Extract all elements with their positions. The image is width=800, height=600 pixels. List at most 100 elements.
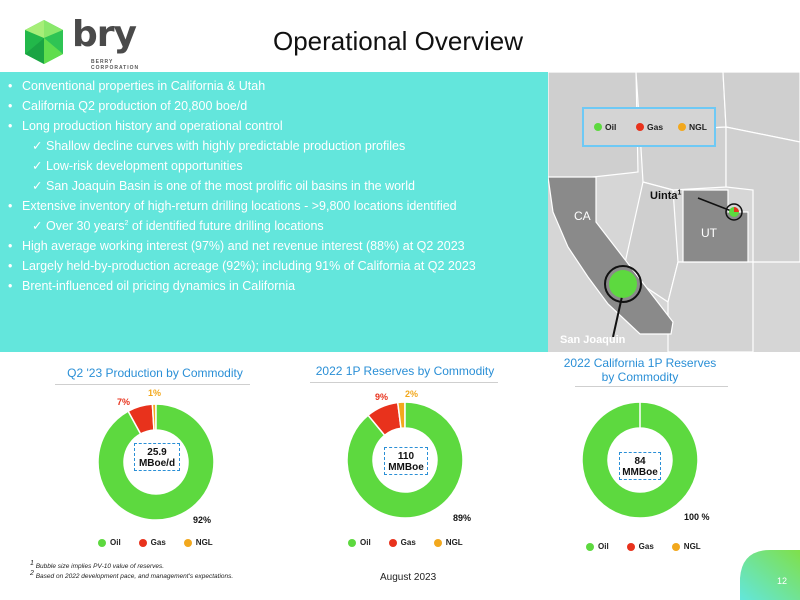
- chart2-center-line1: 110: [397, 451, 415, 462]
- footnote-2: 2 Based on 2022 development pace, and ma…: [30, 569, 234, 582]
- chart2-ngl-pct: 2%: [405, 389, 419, 399]
- ut-label: UT: [701, 226, 717, 240]
- chart2-center-line2: MMBoe: [388, 462, 424, 473]
- chart3-center-value: 84 MMBoe: [619, 452, 661, 480]
- bullet-text: Low-risk development opportunities: [46, 159, 243, 173]
- chart2-slice-oil: [346, 401, 464, 519]
- bullet-item: Largely held-by-production acreage (92%)…: [0, 256, 545, 276]
- legend-ngl: NGL: [678, 122, 707, 132]
- page-number: 12: [777, 576, 788, 586]
- oil-dot-icon: [98, 538, 106, 547]
- gas-dot-icon: [388, 538, 397, 547]
- chart2-gas-pct: 9%: [375, 392, 389, 402]
- uinta-sup: 1: [677, 189, 682, 197]
- chart3-title-line2: by Commodity: [601, 370, 679, 384]
- ngl-dot-icon: [671, 542, 680, 551]
- uinta-text: Uinta: [650, 190, 678, 202]
- bullet-item: Conventional properties in California & …: [0, 76, 545, 96]
- san-joaquin-label: San Joaquin: [560, 334, 626, 346]
- bullet-text: California Q2 production of 20,800 boe/d: [22, 99, 248, 113]
- chart2-legend-gas: Gas: [400, 538, 416, 547]
- map-legend: Oil Gas NGL: [582, 107, 716, 147]
- gem-logo-icon: [25, 20, 63, 64]
- legend-gas-label: Gas: [647, 122, 664, 132]
- ngl-dot-icon: [433, 538, 442, 547]
- ca-label: CA: [574, 209, 591, 223]
- berry-logo: bry BERRY CORPORATION: [20, 14, 160, 74]
- footnote-2-sup: 2: [30, 569, 34, 577]
- bullet-item: Brent-influenced oil pricing dynamics in…: [0, 276, 545, 296]
- chart1-legend-oil: Oil: [110, 538, 121, 547]
- footnote-1-sup: 1: [30, 559, 34, 567]
- chart3-legend-ngl: NGL: [683, 542, 701, 551]
- bullet-item: Long production history and operational …: [0, 116, 545, 136]
- chart3-legend: Oil Gas NGL: [586, 542, 719, 551]
- uinta-label: Uinta1: [650, 189, 682, 202]
- chart3-legend-gas: Gas: [638, 542, 654, 551]
- chart3-slice-oil: [581, 401, 699, 519]
- chart1-center-line2: MBoe/d: [138, 458, 176, 469]
- logo-sub-corporation: CORPORATION: [91, 65, 140, 71]
- chart3-center-line2: MMBoe: [622, 467, 658, 478]
- legend-oil: Oil: [594, 122, 616, 132]
- gas-dot-icon: [636, 123, 644, 131]
- chart2-center-value: 110 MMBoe: [384, 447, 428, 475]
- chart3-title-line1: 2022 California 1P Reserves: [563, 356, 717, 370]
- footnote-1-text: Bubble size implies PV-10 value of reser…: [33, 563, 165, 570]
- bullet-text: Brent-influenced oil pricing dynamics in…: [22, 279, 296, 293]
- chart1-legend: Oil Gas NGL: [98, 538, 231, 547]
- sub-bullet-item: Low-risk development opportunities: [0, 156, 545, 176]
- bullet-text: Conventional properties in California & …: [22, 79, 266, 93]
- chart2-donut: [346, 401, 464, 519]
- gas-dot-icon: [626, 542, 635, 551]
- bullet-item: California Q2 production of 20,800 boe/d: [0, 96, 545, 116]
- oil-dot-icon: [348, 538, 356, 547]
- chart3-donut: [581, 401, 699, 519]
- chart2-rule: [310, 382, 498, 383]
- bullet-text: Largely held-by-production acreage (92%)…: [22, 259, 476, 273]
- page-title: Operational Overview: [273, 26, 523, 56]
- chart1-center-line1: 25.9: [147, 447, 167, 458]
- bullet-text-after: of identified future drilling locations: [128, 219, 324, 233]
- bullet-text: San Joaquin Basin is one of the most pro…: [46, 179, 415, 193]
- ngl-dot-icon: [183, 538, 192, 547]
- chart1-slice-oil: [97, 403, 215, 521]
- legend-oil-label: Oil: [605, 122, 617, 132]
- chart1-ngl-pct: 1%: [148, 388, 162, 398]
- bullet-text: Over 30 years: [46, 219, 125, 233]
- bullet-item: Extensive inventory of high-return drill…: [0, 196, 545, 216]
- chart2-oil-pct: 89%: [453, 513, 472, 523]
- legend-ngl-label: NGL: [689, 122, 707, 132]
- ngl-dot-icon: [678, 123, 686, 131]
- chart1-title: Q2 '23 Production by Commodity: [67, 366, 243, 380]
- chart1-rule: [55, 384, 250, 385]
- chart3-title: 2022 California 1P Reserves by Commodity: [540, 356, 740, 384]
- bullet-sup: 2: [124, 219, 129, 227]
- chart1-center-value: 25.9 MBoe/d: [134, 443, 180, 471]
- bullet-text: High average working interest (97%) and …: [22, 239, 465, 253]
- chart1-donut: [97, 403, 215, 521]
- chart1-gas-pct: 7%: [117, 397, 131, 407]
- bullet-text: Extensive inventory of high-return drill…: [22, 199, 457, 213]
- corner-gradient-shape: [740, 550, 800, 600]
- bullet-item: High average working interest (97%) and …: [0, 236, 545, 256]
- sub-bullet-item: Over 30 years2 of identified future dril…: [0, 216, 545, 236]
- chart3-oil-pct: 100 %: [684, 512, 710, 522]
- sub-bullet-item: San Joaquin Basin is one of the most pro…: [0, 176, 545, 196]
- chart1-oil-pct: 92%: [193, 515, 212, 525]
- chart1-legend-gas: Gas: [150, 538, 166, 547]
- oil-dot-icon: [594, 123, 602, 131]
- legend-gas: Gas: [636, 122, 663, 132]
- bullet-text: Shallow decline curves with highly predi…: [46, 139, 406, 153]
- footnote-2-text: Based on 2022 development pace, and mana…: [33, 573, 234, 580]
- footer-date: August 2023: [380, 572, 437, 583]
- chart3-legend-oil: Oil: [598, 542, 609, 551]
- chart2-legend: Oil Gas NGL: [348, 538, 481, 547]
- bullet-list: Conventional properties in California & …: [0, 76, 545, 296]
- chart2-legend-ngl: NGL: [445, 538, 463, 547]
- logo-word: bry: [72, 14, 137, 55]
- chart2-title: 2022 1P Reserves by Commodity: [315, 364, 495, 378]
- sub-bullet-item: Shallow decline curves with highly predi…: [0, 136, 545, 156]
- gas-dot-icon: [138, 538, 147, 547]
- footnotes: 1 Bubble size implies PV-10 value of res…: [30, 559, 234, 582]
